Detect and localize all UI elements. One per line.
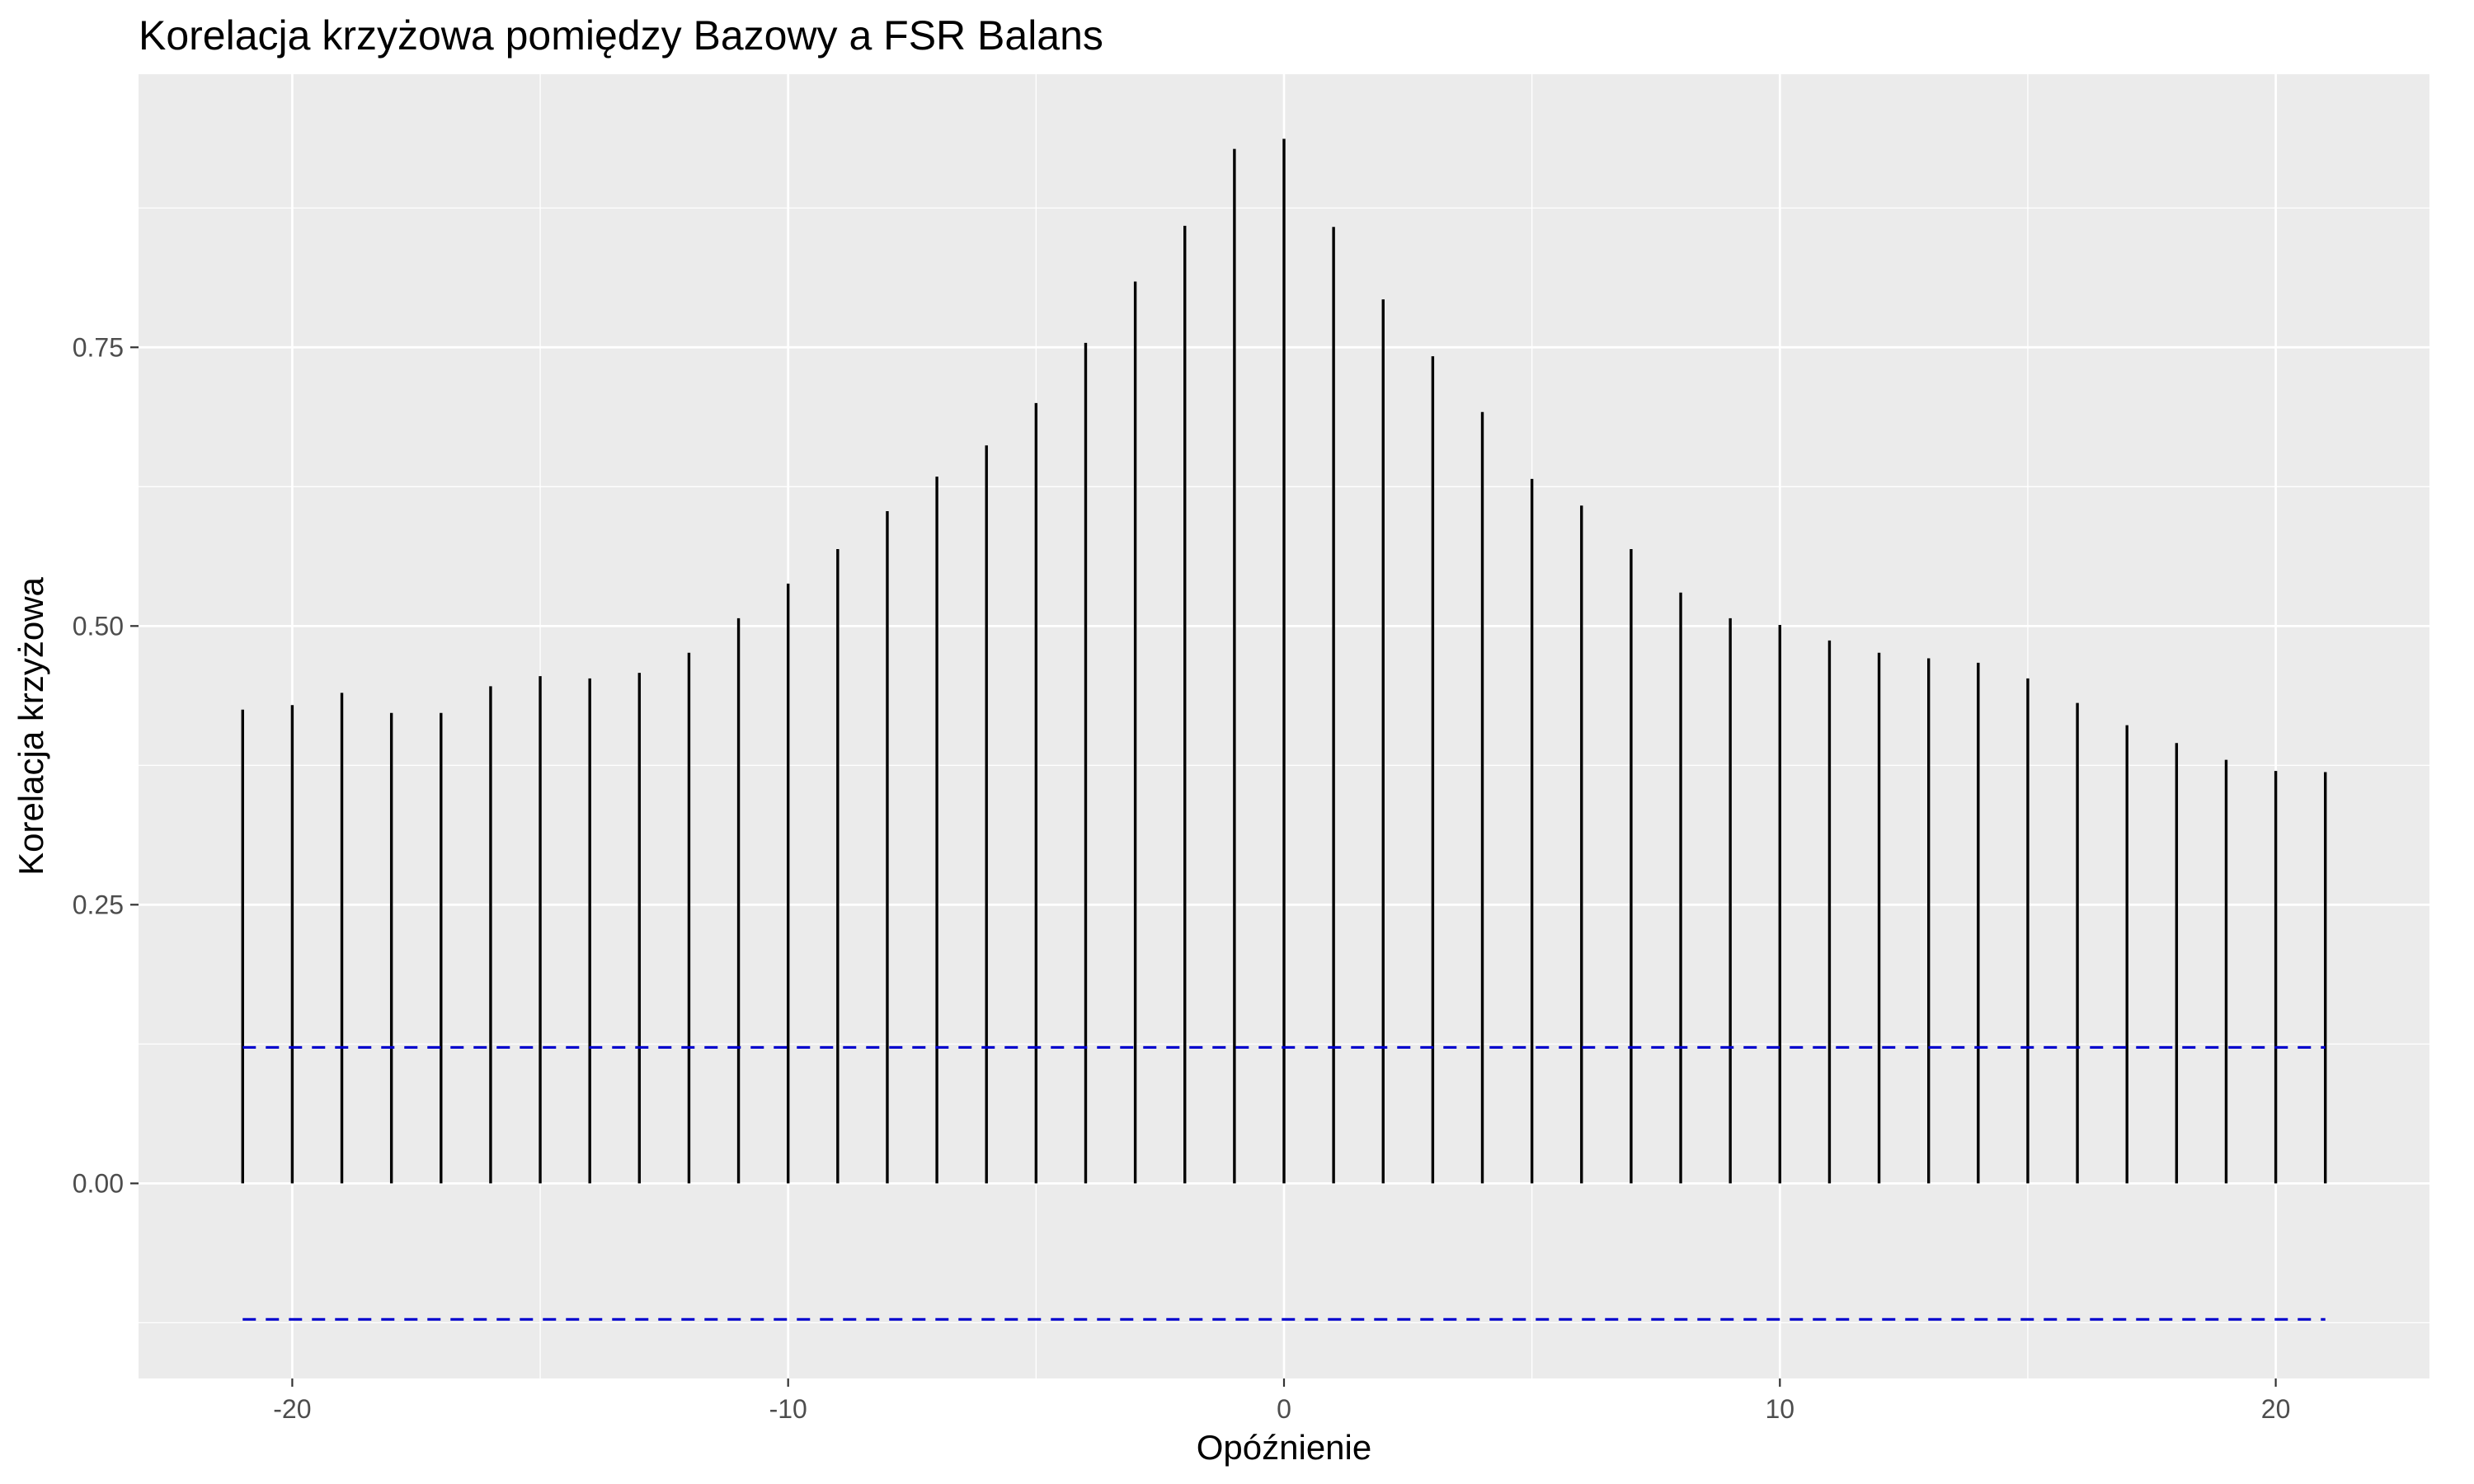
- y-axis-tick-label: 0.75: [73, 332, 124, 362]
- x-axis-tick-label: 10: [1766, 1394, 1795, 1424]
- correlation-bars: [241, 139, 2327, 1184]
- confidence-bounds: [242, 1045, 2326, 1321]
- x-axis-tick-label: -10: [769, 1394, 807, 1424]
- x-axis-label: Opóźnienie: [1197, 1428, 1371, 1467]
- x-axis-tick-label: -20: [273, 1394, 311, 1424]
- chart-title: Korelacja krzyżowa pomiędzy Bazowy a FSR…: [139, 12, 1103, 59]
- y-axis-tick-label: 0.50: [73, 611, 124, 641]
- x-axis: -20 -10 0 10 20: [273, 1378, 2290, 1424]
- y-axis-tick-label: 0.25: [73, 890, 124, 919]
- y-axis-label: Korelacja krzyżowa: [12, 576, 50, 875]
- x-axis-tick-label: 0: [1277, 1394, 1291, 1424]
- y-axis-tick-label: 0.00: [73, 1168, 124, 1198]
- y-axis: 0.00 0.25 0.50 0.75: [73, 332, 139, 1198]
- x-axis-tick-label: 20: [2261, 1394, 2291, 1424]
